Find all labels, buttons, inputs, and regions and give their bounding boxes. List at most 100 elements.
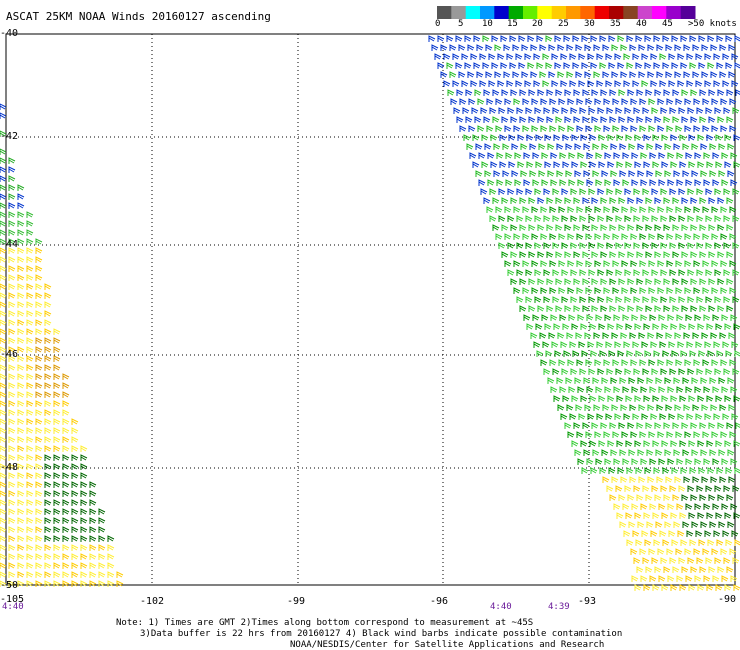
wind-barb bbox=[44, 328, 52, 335]
wind-barb bbox=[520, 170, 528, 177]
wind-barb bbox=[456, 89, 464, 96]
wind-barb bbox=[666, 233, 674, 240]
wind-barb bbox=[717, 278, 725, 285]
wind-barb bbox=[625, 440, 633, 447]
wind-barb bbox=[624, 485, 632, 492]
wind-barb bbox=[488, 53, 496, 60]
wind-barb bbox=[628, 170, 636, 177]
wind-barb bbox=[552, 107, 560, 114]
wind-barb bbox=[624, 215, 632, 222]
wind-barb bbox=[8, 355, 16, 362]
wind-barb bbox=[573, 251, 581, 258]
wind-barb bbox=[629, 476, 637, 483]
wind-barb bbox=[35, 427, 43, 434]
wind-barb bbox=[443, 80, 451, 87]
wind-barb bbox=[539, 71, 547, 78]
wind-barb bbox=[513, 287, 521, 294]
wind-barb bbox=[614, 341, 622, 348]
wind-barb bbox=[673, 377, 681, 384]
wind-barb bbox=[35, 445, 43, 452]
wind-barb bbox=[17, 517, 25, 524]
wind-barb bbox=[44, 292, 52, 299]
wind-barb bbox=[656, 332, 664, 339]
wind-barb bbox=[601, 170, 609, 177]
wind-barb bbox=[504, 98, 512, 105]
wind-barb bbox=[684, 98, 692, 105]
wind-barb bbox=[627, 89, 635, 96]
wind-barb bbox=[640, 386, 648, 393]
wind-barb bbox=[570, 368, 578, 375]
wind-barb bbox=[634, 161, 642, 168]
wind-barb bbox=[693, 206, 701, 213]
wind-barb bbox=[17, 238, 25, 245]
wind-barb bbox=[683, 44, 691, 51]
wind-barb bbox=[534, 215, 542, 222]
wind-barb bbox=[645, 278, 653, 285]
wind-barb bbox=[0, 229, 7, 236]
wind-barb bbox=[44, 535, 52, 542]
wind-barb bbox=[614, 413, 622, 420]
wind-barb bbox=[581, 35, 589, 42]
wind-barb bbox=[17, 229, 25, 236]
wind-barb bbox=[682, 170, 690, 177]
wind-barb bbox=[443, 53, 451, 60]
wind-barb bbox=[512, 71, 520, 78]
wind-barb bbox=[0, 157, 7, 164]
wind-barb bbox=[558, 98, 566, 105]
wind-barb bbox=[577, 179, 585, 186]
wind-barb bbox=[730, 152, 738, 159]
wind-barb bbox=[610, 143, 618, 150]
wind-barb bbox=[575, 44, 583, 51]
wind-barb bbox=[720, 287, 728, 294]
wind-barb bbox=[44, 472, 52, 479]
wind-barb bbox=[710, 476, 718, 483]
wind-barb bbox=[574, 170, 582, 177]
wind-barb bbox=[579, 188, 587, 195]
wind-barb bbox=[692, 71, 700, 78]
wind-barb bbox=[585, 125, 593, 132]
wind-barb bbox=[601, 377, 609, 384]
wind-barb bbox=[17, 211, 25, 218]
wind-barb bbox=[476, 71, 484, 78]
wind-barb bbox=[681, 251, 689, 258]
wind-barb bbox=[596, 80, 604, 87]
wind-barb bbox=[653, 35, 661, 42]
wind-barb bbox=[525, 296, 533, 303]
wind-barb bbox=[585, 287, 593, 294]
wind-barb bbox=[26, 580, 34, 587]
wind-barb bbox=[17, 472, 25, 479]
wind-barb bbox=[564, 251, 572, 258]
wind-barb bbox=[728, 404, 736, 411]
wind-barb bbox=[730, 179, 738, 186]
wind-barb bbox=[642, 188, 650, 195]
wind-barb bbox=[8, 508, 16, 515]
wind-barb bbox=[638, 332, 646, 339]
wind-barb bbox=[699, 278, 707, 285]
wind-barb bbox=[722, 341, 730, 348]
wind-barb bbox=[0, 346, 7, 353]
wind-barb bbox=[587, 413, 595, 420]
colorbar-label-5: 5 bbox=[458, 19, 464, 29]
wind-barb bbox=[652, 161, 660, 168]
wind-barb bbox=[8, 391, 16, 398]
wind-barb bbox=[578, 80, 586, 87]
wind-barb bbox=[613, 314, 621, 321]
wind-barb bbox=[690, 305, 698, 312]
wind-barb bbox=[704, 413, 712, 420]
wind-barb bbox=[652, 323, 660, 330]
wind-barb bbox=[89, 526, 97, 533]
wind-barb bbox=[44, 427, 52, 434]
wind-barb bbox=[26, 346, 34, 353]
wind-barb bbox=[8, 535, 16, 542]
wind-barb bbox=[44, 454, 52, 461]
wind-barb bbox=[0, 130, 7, 137]
wind-barb bbox=[627, 305, 635, 312]
wind-barb bbox=[62, 409, 70, 416]
wind-barb bbox=[575, 71, 583, 78]
wind-barb bbox=[26, 382, 34, 389]
wind-barb bbox=[708, 494, 716, 501]
wind-barb bbox=[467, 44, 475, 51]
wind-barb bbox=[35, 373, 43, 380]
wind-barb bbox=[0, 562, 7, 569]
wind-barb bbox=[576, 287, 584, 294]
